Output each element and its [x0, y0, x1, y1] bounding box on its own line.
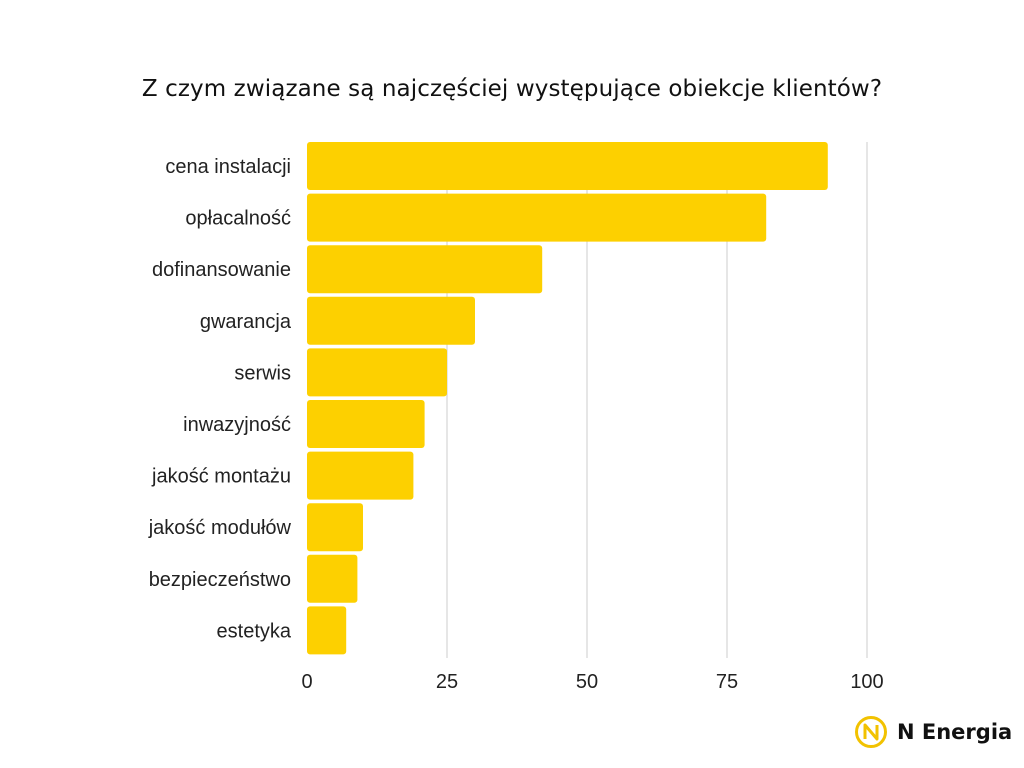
category-label: gwarancja [200, 311, 292, 333]
chart-title: Z czym związane są najczęściej występują… [141, 76, 883, 102]
x-tick-label: 100 [850, 671, 883, 693]
brand-name: N Energia [897, 720, 1013, 744]
bar [307, 142, 828, 190]
bar [307, 503, 363, 552]
category-label: jakość montażu [151, 466, 291, 488]
category-label: opłacalność [185, 208, 291, 230]
bar [307, 451, 414, 500]
brand-logo: N Energia [855, 713, 1012, 751]
category-label: estetyka [217, 620, 292, 642]
x-tick-label: 75 [716, 671, 738, 693]
category-label: dofinansowanie [152, 259, 291, 281]
category-label: jakość modułów [148, 517, 292, 539]
category-label: serwis [234, 362, 291, 384]
category-label: inwazyjność [183, 414, 291, 436]
x-tick-label: 0 [301, 671, 312, 693]
bar [307, 400, 425, 448]
bar [307, 348, 447, 397]
n-energia-logo-icon [855, 716, 887, 748]
category-label: bezpieczeństwo [149, 569, 291, 591]
category-label: cena instalacji [165, 156, 291, 178]
bar [307, 606, 347, 655]
bar [307, 193, 767, 242]
bar [307, 296, 475, 345]
x-tick-label: 25 [436, 671, 458, 693]
x-tick-label: 50 [576, 671, 598, 693]
bar [307, 245, 543, 294]
bar [307, 554, 358, 603]
